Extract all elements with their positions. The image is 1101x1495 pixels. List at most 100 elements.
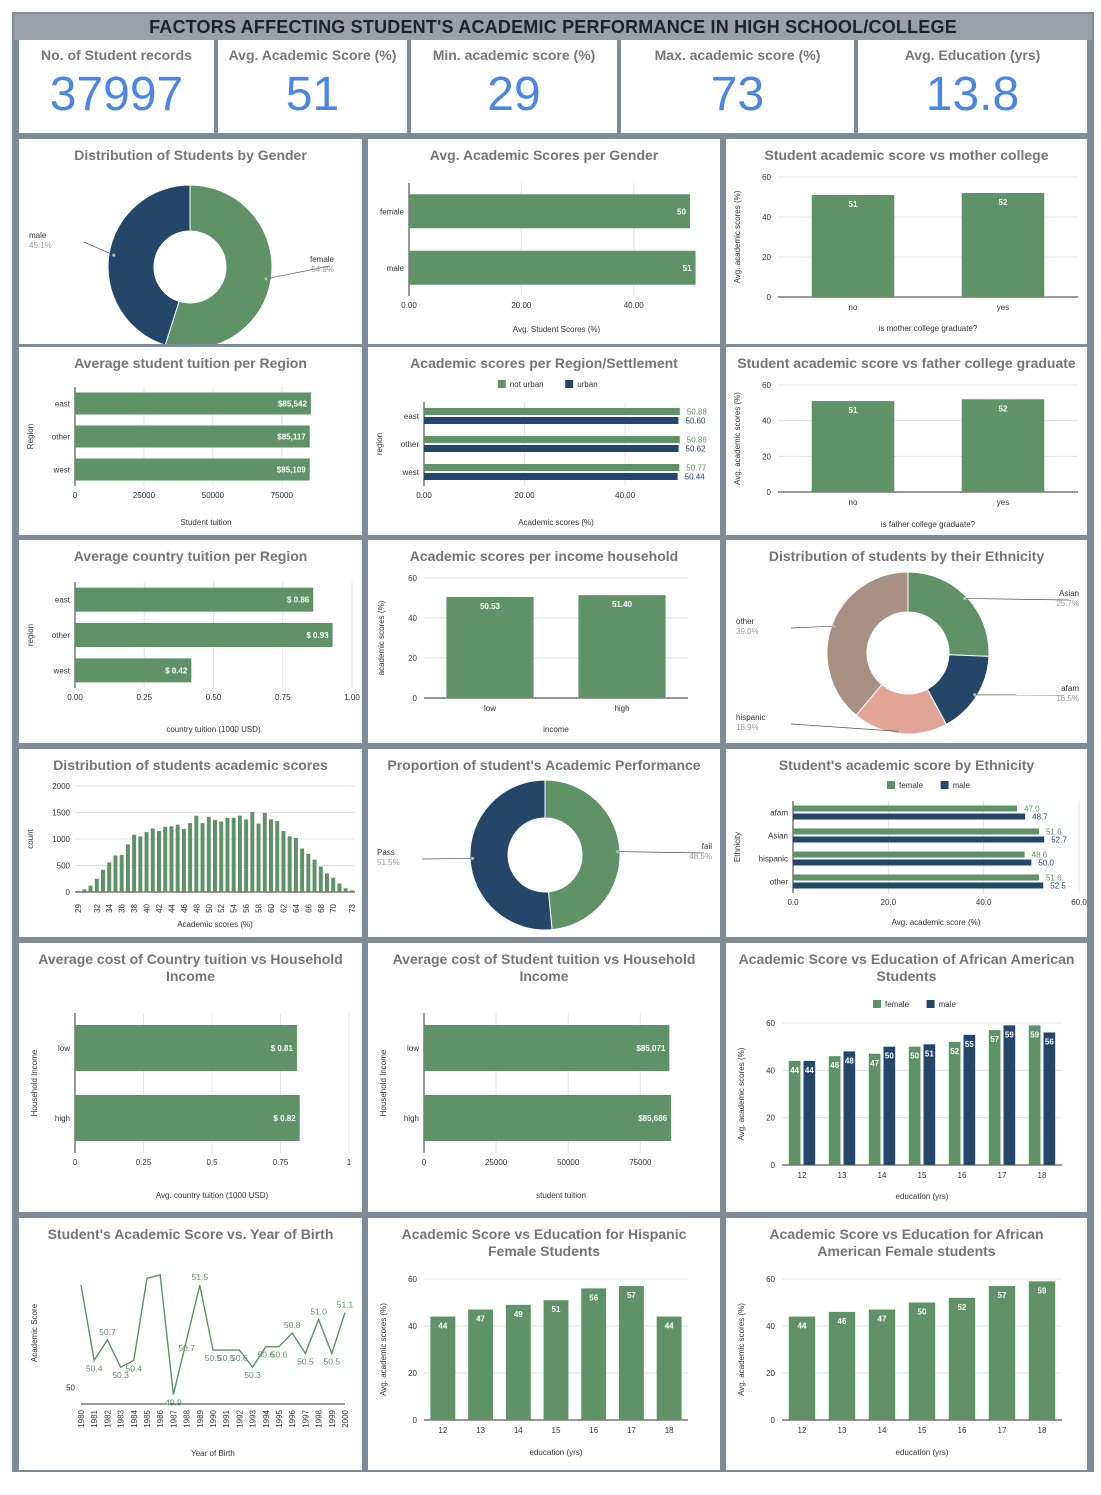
bar (75, 1025, 297, 1071)
data-label: 55 (965, 1040, 974, 1049)
dashboard-title: FACTORS AFFECTING STUDENT'S ACADEMIC PER… (14, 14, 1092, 40)
category-label: low (484, 704, 496, 713)
axis-title: Avg. academic scores (%) (737, 1303, 746, 1396)
chart-title: Academic scores per Region/Settlement (410, 355, 678, 371)
bar (803, 1060, 816, 1165)
category-label: 1983 (117, 1409, 126, 1427)
bar (231, 817, 236, 892)
data-label: 50.44 (685, 473, 706, 482)
category-label: 16 (958, 1426, 967, 1435)
axis-title: Avg. academic scores (%) (733, 190, 742, 283)
category-label: 1992 (235, 1409, 244, 1427)
bar (793, 882, 1044, 889)
slice-percent: 16.5% (1056, 694, 1079, 703)
chart-title: Distribution of students by their Ethnic… (768, 548, 1045, 564)
tick-label: 20 (762, 253, 771, 262)
bar (194, 815, 199, 892)
axis-title: Household Income (379, 1049, 388, 1116)
data-label: 50.5 (297, 1357, 314, 1367)
bar (94, 878, 99, 892)
hispanic-female-education-chart: 0 20 40 60 44 12 47 13 49 14 51 15 56 16 57 17 44 18 Avg. … (368, 1218, 720, 1470)
chart-svg: 0 20 40 60 44 44 12 46 48 13 47 50 14 50 51 15 52 55 16 57 5… (737, 1000, 1062, 1201)
bar (793, 805, 1018, 812)
data-label: 44 (805, 1066, 814, 1075)
data-label: 50 (885, 1052, 894, 1061)
data-label: 50.7 (178, 1343, 195, 1353)
scores-income-chart: 0 20 40 60 50.53 low 51.40 high academic scores … (368, 540, 720, 743)
axis-title: is mother college graduate? (879, 324, 978, 333)
tick-label: 75000 (629, 1158, 652, 1167)
axis-title: student tuition (536, 1191, 586, 1200)
data-label: 50.0 (1038, 859, 1054, 868)
data-label: 51.6 (1046, 874, 1062, 883)
data-label: 50 (910, 1052, 919, 1061)
data-label: 51 (849, 406, 858, 415)
tick-label: 20 (408, 1369, 417, 1378)
category-label: 1993 (249, 1409, 258, 1427)
kpi-max-score: Max. academic score (%) 73 (621, 40, 854, 133)
chart-title: Student's academic score by Ethnicity (778, 757, 1035, 773)
pie-slice (544, 779, 621, 931)
data-label: 59 (1030, 1030, 1039, 1039)
tick-label: 40 (762, 213, 771, 222)
bar (788, 1060, 801, 1165)
category-label: 1989 (196, 1409, 205, 1427)
chart-title: Student academic score vs father college… (737, 355, 1076, 371)
bar (75, 392, 311, 415)
category-label: 40 (143, 903, 152, 912)
kpi-value: 13.8 (925, 68, 1020, 121)
category-label: 44 (167, 903, 176, 912)
tick-label: 40 (408, 614, 417, 623)
bar (793, 813, 1026, 820)
bar (163, 826, 168, 892)
bar (424, 473, 678, 480)
bar (287, 836, 292, 892)
category-label: afam (770, 809, 788, 818)
category-label: no (849, 498, 858, 507)
bar (325, 873, 329, 892)
data-label: 47 (476, 1315, 485, 1324)
legend-label: urban (577, 380, 597, 389)
tick-label: 0 (767, 488, 772, 497)
category-label: 56 (242, 903, 251, 912)
category-label: west (402, 468, 420, 477)
axis-title: Ethnicity (733, 832, 742, 862)
bar (138, 836, 143, 892)
category-label: other (770, 878, 789, 887)
axis-title: Year of Birth (191, 1449, 235, 1458)
bar (963, 1034, 976, 1165)
chart-svg: 0 20 40 60 50.53 low 51.40 high academic scores … (377, 574, 688, 734)
bar (75, 458, 310, 481)
data-label: $ 0.81 (271, 1044, 294, 1053)
bar (793, 874, 1039, 881)
chart-title: Academic scores per income household (409, 548, 679, 564)
tick-label: 60 (766, 1275, 775, 1284)
chart-title: Academic Score vs Education for African … (769, 1226, 1044, 1259)
tick-label: 20.0 (881, 898, 897, 907)
data-label: 50.86 (687, 436, 708, 445)
chart-title: Avg. Academic Scores per Gender (429, 147, 659, 163)
axis-title: Region (26, 424, 35, 449)
bar (219, 821, 224, 892)
chart-title: Academic Score vs Education of African A… (738, 951, 1075, 984)
category-label: 13 (476, 1426, 485, 1435)
bar (468, 1309, 494, 1420)
leader-line (790, 625, 834, 629)
kpi-min-score: Min. academic score (%) 29 (411, 40, 617, 133)
data-label: 59 (1038, 1286, 1047, 1295)
tick-label: 60 (766, 1019, 775, 1028)
data-label: 57 (627, 1291, 636, 1300)
slice-percent: 18.9% (736, 723, 759, 732)
tick-label: 0.00 (416, 491, 432, 500)
category-label: east (55, 596, 71, 605)
kpi-value: 29 (487, 68, 541, 121)
tick-label: 25000 (133, 491, 156, 500)
bar (293, 837, 298, 892)
slice-label: male (29, 231, 47, 240)
category-label: east (55, 400, 71, 409)
bar (908, 1046, 921, 1165)
category-label: 18 (1038, 1171, 1047, 1180)
scores-region-settlement-chart: 0.00 20.00 40.00 50.88 50.60 east 50.86 50.62 ot… (368, 347, 720, 535)
tick-label: 0.25 (136, 1158, 152, 1167)
